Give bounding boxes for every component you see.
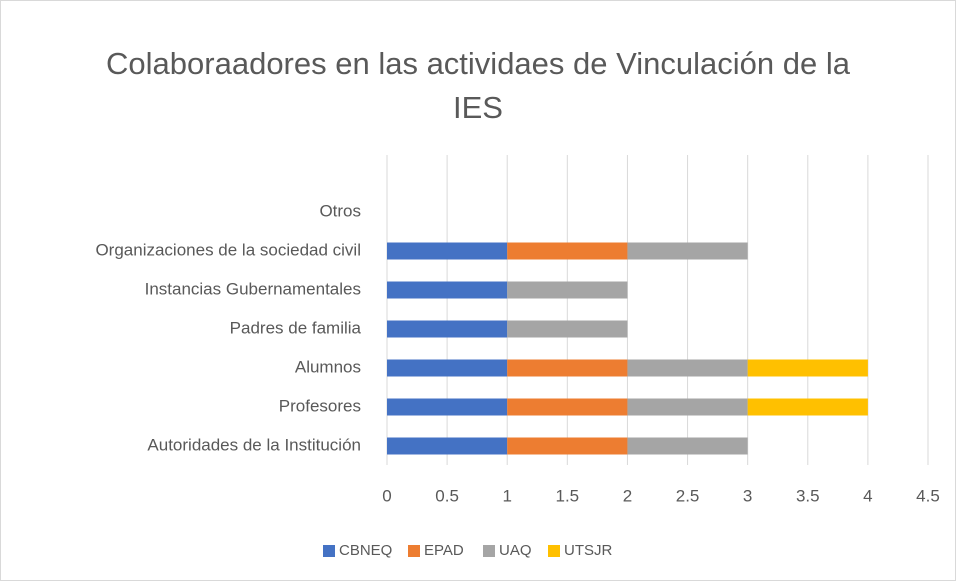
legend-swatch — [408, 545, 420, 557]
y-tick-label: Organizaciones de la sociedad civil — [95, 240, 361, 259]
y-tick-label: Autoridades de la Institución — [147, 435, 361, 454]
legend-label: CBNEQ — [339, 542, 392, 559]
x-tick-label: 4.5 — [916, 486, 940, 505]
x-tick-label: 1 — [502, 486, 511, 505]
x-tick-label: 0.5 — [435, 486, 459, 505]
bar-segment — [507, 281, 628, 299]
y-tick-label: Alumnos — [295, 357, 361, 376]
bar-segment — [387, 281, 508, 299]
bar-segment — [507, 437, 628, 455]
bar-segment — [627, 242, 748, 260]
bar-segment — [387, 398, 508, 416]
bar-segment — [387, 242, 508, 260]
bar-segment — [627, 437, 748, 455]
bar-segment — [387, 320, 508, 338]
bar-segment — [747, 398, 868, 416]
x-tick-label: 0 — [382, 486, 391, 505]
x-tick-label: 2 — [623, 486, 632, 505]
legend-label: UTSJR — [564, 542, 613, 559]
legend-label: EPAD — [424, 542, 464, 559]
bar-segment — [387, 437, 508, 455]
bar-segment — [507, 320, 628, 338]
bar-segment — [507, 398, 628, 416]
legend-swatch — [548, 545, 560, 557]
bar-segment — [747, 359, 868, 377]
bar-segment — [387, 359, 508, 377]
bar-segment — [507, 242, 628, 260]
y-tick-label: Otros — [319, 201, 361, 220]
x-tick-label: 2.5 — [676, 486, 700, 505]
x-tick-label: 3.5 — [796, 486, 820, 505]
x-tick-label: 1.5 — [556, 486, 580, 505]
y-tick-label: Profesores — [279, 396, 361, 415]
legend-swatch — [323, 545, 335, 557]
legend-swatch — [483, 545, 495, 557]
legend-label: UAQ — [499, 542, 532, 559]
y-tick-label: Padres de familia — [230, 318, 362, 337]
bar-segment — [507, 359, 628, 377]
bar-segment — [627, 359, 748, 377]
x-tick-label: 3 — [743, 486, 752, 505]
bar-segment — [627, 398, 748, 416]
y-tick-label: Instancias Gubernamentales — [145, 279, 361, 298]
chart-title: Colaboraadores en las actividaes de Vinc… — [106, 46, 850, 125]
x-tick-label: 4 — [863, 486, 872, 505]
